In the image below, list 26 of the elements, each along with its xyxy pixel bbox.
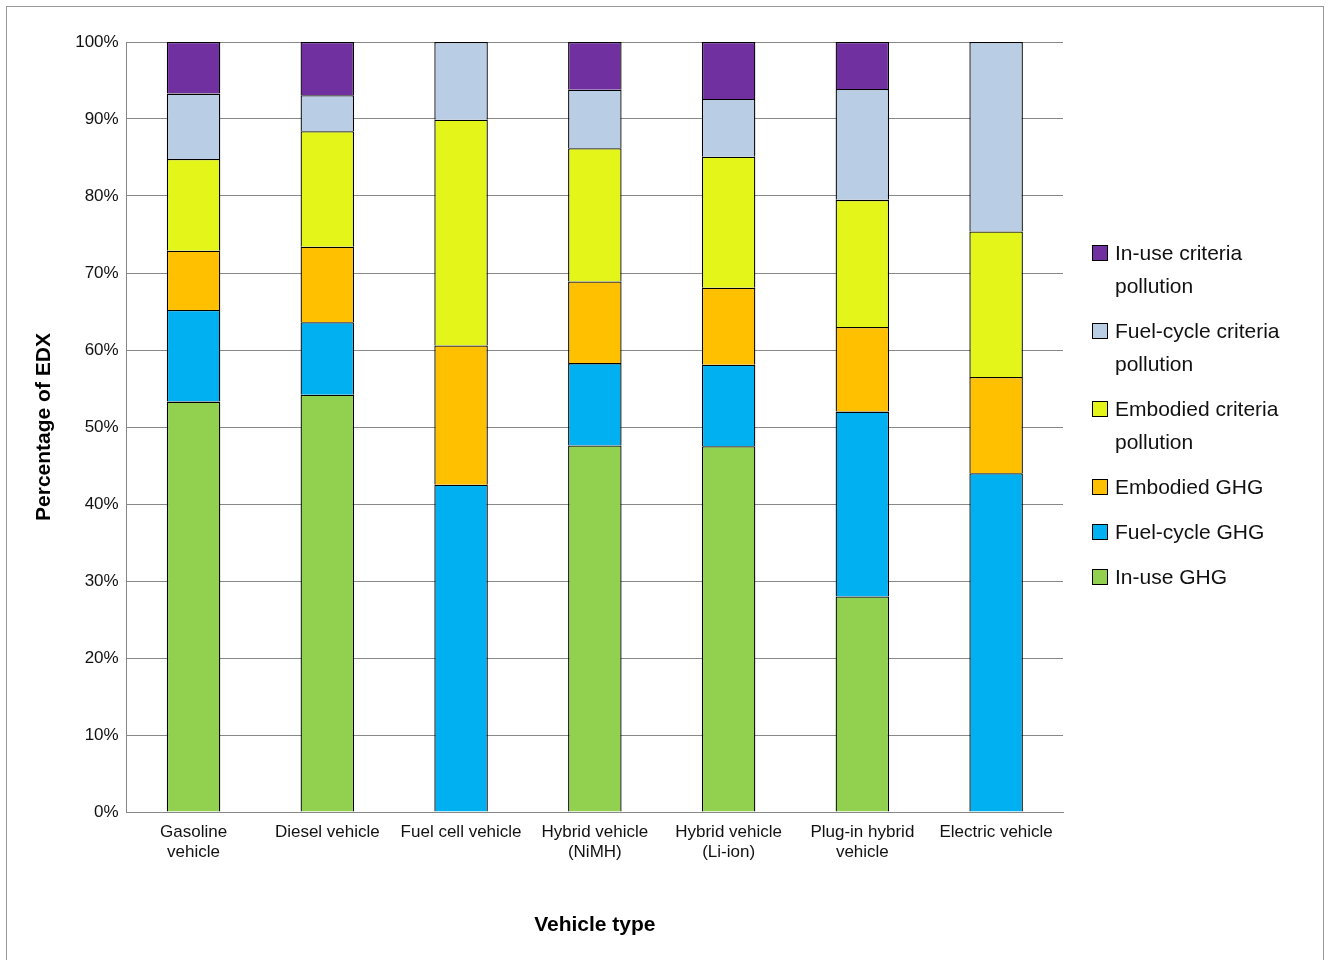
y-tick-label: 100% (75, 31, 119, 51)
x-tick-label: Hybrid vehicle (NiMH) (541, 821, 649, 862)
x-axis-title: Vehicle type (534, 912, 656, 936)
y-tick-label: 60% (84, 339, 119, 359)
y-tick-label: 0% (94, 801, 119, 821)
y-tick-label: 30% (84, 570, 119, 590)
legend-label: Embodied GHG (1115, 474, 1264, 500)
y-tick-label: 10% (84, 724, 119, 744)
x-tick-label: Fuel cell vehicle (400, 821, 522, 841)
y-tick-label: 70% (84, 262, 119, 282)
y-tick-label: 80% (84, 185, 119, 205)
x-tick-label: Electric vehicle (939, 821, 1053, 841)
x-tick-label: Gasoline vehicle (160, 821, 228, 862)
x-tick-label: Hybrid vehicle (Li-ion) (675, 821, 782, 862)
legend-label: Fuel-cycle GHG (1115, 519, 1265, 545)
y-tick-label: 90% (84, 108, 119, 128)
legend-label: Fuel-cycle criteria pollution (1115, 318, 1281, 377)
y-tick-label: 50% (84, 416, 119, 436)
legend-label: In-use criteria pollution (1115, 240, 1244, 299)
x-tick-label: Plug-in hybrid vehicle (810, 821, 915, 862)
y-tick-label: 40% (84, 493, 119, 513)
y-tick-label: 20% (84, 647, 119, 667)
x-tick-label: Diesel vehicle (274, 821, 380, 841)
legend-label: Embodied criteria pollution (1115, 396, 1280, 455)
legend-label: In-use GHG (1115, 564, 1228, 590)
y-axis-title: Percentage of EDX (31, 333, 55, 521)
